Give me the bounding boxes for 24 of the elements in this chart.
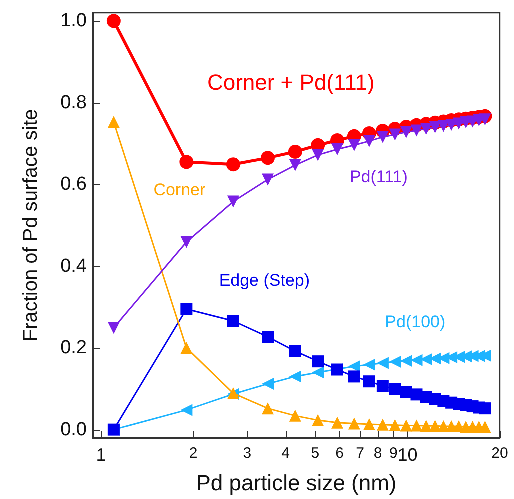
x-tick-label: 10: [398, 445, 418, 465]
y-tick-label: 0.8: [60, 92, 87, 114]
y-tick-label: 0.2: [60, 338, 87, 359]
x-tick-label: 9: [390, 445, 398, 462]
x-tick-label: 1: [96, 445, 106, 465]
series-label: Pd(111): [350, 168, 408, 187]
x-tick-label: 6: [336, 445, 344, 462]
x-tick-label: 4: [282, 445, 290, 462]
x-axis-title: Pd particle size (nm): [196, 470, 397, 496]
y-tick-label: 0.6: [60, 174, 87, 196]
y-axis-title: Fraction of Pd surface site: [20, 109, 42, 342]
x-tick-label: 7: [356, 445, 364, 462]
series-label: Corner: [154, 180, 206, 200]
x-tick-label: 20: [492, 445, 508, 462]
y-tick-label: 0.4: [60, 256, 88, 277]
series-label: Pd(100): [385, 312, 446, 332]
series-label: Corner + Pd(111): [207, 70, 375, 95]
x-tick-label: 8: [374, 445, 382, 462]
x-tick-label: 3: [243, 445, 252, 462]
y-tick-label: 0.0: [60, 419, 87, 440]
x-tick-label: 5: [311, 445, 320, 462]
x-tick-label: 2: [189, 445, 198, 462]
y-tick-label: 1.0: [60, 10, 87, 32]
series-label: Edge (Step): [219, 270, 310, 290]
